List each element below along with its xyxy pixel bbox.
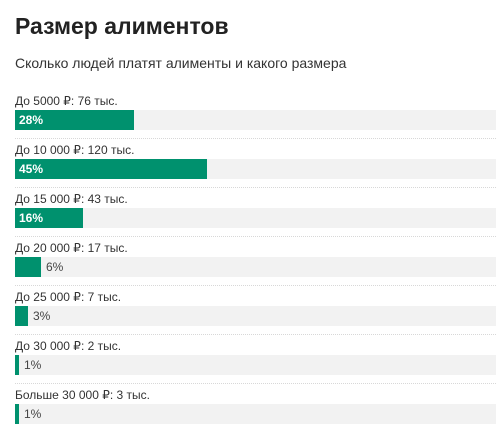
category-label: До 20 000 ₽: 17 тыс. [15, 241, 128, 255]
chart-subtitle: Сколько людей платят алименты и какого р… [15, 55, 347, 71]
bar-track: 1% [15, 355, 496, 375]
data-label: 3% [33, 309, 51, 323]
bar [15, 110, 134, 130]
bar-row: До 20 000 ₽: 17 тыс. 6% [15, 237, 496, 286]
bar-track: 45% [15, 159, 496, 179]
bar-rows: До 5000 ₽: 76 тыс. 28% До 10 000 ₽: 120 ты… [15, 90, 496, 433]
category-label: До 15 000 ₽: 43 тыс. [15, 192, 128, 206]
bar-row: До 10 000 ₽: 120 тыс. 45% [15, 139, 496, 188]
category-label: До 5000 ₽: 76 тыс. [15, 94, 118, 108]
bar-row: До 25 000 ₽: 7 тыс. 3% [15, 286, 496, 335]
bar-track: 1% [15, 404, 496, 424]
category-label: До 25 000 ₽: 7 тыс. [15, 290, 122, 304]
bar-row: До 30 000 ₽: 2 тыс. 1% [15, 335, 496, 384]
bar-track: 28% [15, 110, 496, 130]
data-label: 28% [19, 113, 44, 127]
data-label: 16% [19, 211, 44, 225]
bar [15, 355, 19, 375]
chart-title: Размер алиментов [15, 13, 229, 39]
bar-track: 16% [15, 208, 496, 228]
category-label: До 30 000 ₽: 2 тыс. [15, 339, 122, 353]
bar [15, 306, 28, 326]
bar-track: 6% [15, 257, 496, 277]
data-label: 6% [46, 260, 64, 274]
bar-track: 3% [15, 306, 496, 326]
bar [15, 159, 207, 179]
category-label: До 10 000 ₽: 120 тыс. [15, 143, 135, 157]
bar-row: Больше 30 000 ₽: 3 тыс. 1% [15, 384, 496, 433]
bar [15, 208, 83, 228]
data-label: 1% [24, 407, 42, 421]
data-label: 45% [19, 162, 44, 176]
category-label: Больше 30 000 ₽: 3 тыс. [15, 388, 150, 402]
bar-row: До 15 000 ₽: 43 тыс. 16% [15, 188, 496, 237]
bar-row: До 5000 ₽: 76 тыс. 28% [15, 90, 496, 139]
bar [15, 404, 19, 424]
data-label: 1% [24, 358, 42, 372]
bar [15, 257, 41, 277]
